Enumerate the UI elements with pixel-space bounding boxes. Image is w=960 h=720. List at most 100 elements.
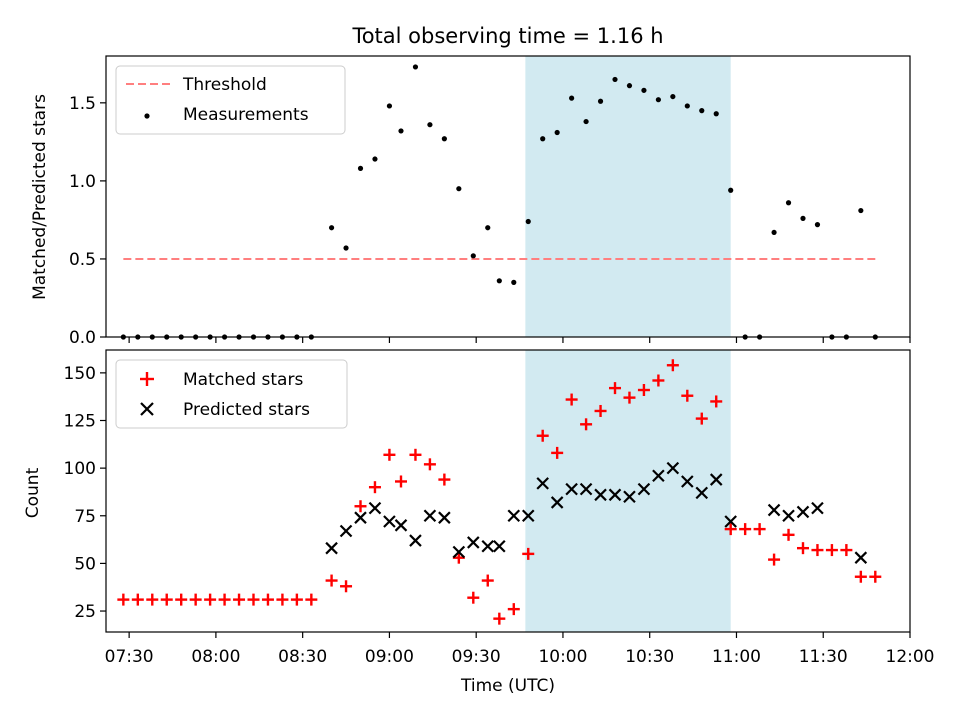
bottom-y-axis-label: Count bbox=[23, 467, 43, 518]
x-tick-label: 09:00 bbox=[365, 647, 414, 667]
measurement-point bbox=[583, 118, 589, 125]
predicted-star-point-b bbox=[467, 536, 480, 549]
matched-star-point bbox=[768, 553, 781, 566]
predicted-star-point-b bbox=[536, 477, 549, 490]
y-tick-label: 150 bbox=[64, 364, 96, 384]
matched-star-point bbox=[666, 359, 679, 372]
predicted-star-point-b bbox=[666, 461, 680, 475]
matched-star-point bbox=[276, 593, 289, 606]
matched-star-point bbox=[261, 593, 274, 606]
matched-star-point bbox=[340, 580, 353, 593]
predicted-star-point bbox=[452, 545, 466, 559]
matched-star-point bbox=[594, 404, 607, 417]
matched-star-point bbox=[189, 593, 202, 606]
predicted-star-point-b bbox=[724, 515, 737, 528]
measurement-point bbox=[554, 129, 560, 136]
bottom-legend: Matched stars Predicted stars bbox=[115, 359, 348, 429]
predicted-star-point-b bbox=[652, 469, 665, 483]
matched-star-point bbox=[695, 412, 708, 425]
predicted-star-point-b bbox=[368, 501, 382, 515]
matched-star-point bbox=[493, 612, 506, 625]
x-tick-label: 09:30 bbox=[452, 647, 501, 667]
predicted-star-point bbox=[394, 519, 408, 532]
x-tick-label: 12:00 bbox=[886, 647, 935, 667]
predicted-star-point bbox=[368, 501, 382, 515]
matched-star-point bbox=[409, 448, 422, 461]
predicted-star-point bbox=[409, 534, 422, 547]
bottom-y-ticks: 25 50 75 100 125 150 bbox=[64, 364, 106, 622]
predicted-star-point bbox=[594, 488, 607, 502]
predicted-star-point-b bbox=[608, 488, 622, 502]
measurement-point bbox=[670, 93, 676, 100]
top-x-ticks bbox=[128, 337, 911, 343]
predicted-star-point-b bbox=[579, 482, 593, 496]
matched-star-point bbox=[609, 382, 622, 395]
y-tick-label: 1.0 bbox=[69, 172, 96, 192]
matched-star-point bbox=[652, 374, 665, 387]
star-count-points bbox=[117, 359, 882, 625]
measurement-point bbox=[357, 165, 364, 171]
predicted-star-point-b bbox=[452, 545, 466, 559]
predicted-star-point bbox=[695, 486, 709, 500]
measurement-point bbox=[540, 136, 546, 142]
x-tick-label: 08:00 bbox=[191, 647, 240, 667]
predicted-star-point bbox=[354, 511, 367, 524]
measurement-point bbox=[699, 108, 705, 114]
matched-star-point bbox=[383, 448, 396, 461]
matched-star-point bbox=[204, 593, 217, 606]
measurement-point bbox=[386, 103, 393, 109]
bottom-panel: 25 50 75 100 125 150 07:30 08:00 08:30 09:00 09:3… bbox=[23, 349, 935, 667]
predicted-star-point bbox=[782, 509, 795, 523]
figure-title: Total observing time = 1.16 h bbox=[351, 24, 663, 48]
legend-predicted-swatch bbox=[140, 402, 154, 416]
measurement-point bbox=[597, 98, 604, 104]
predicted-star-point-b bbox=[481, 539, 495, 553]
predicted-star-point bbox=[637, 482, 651, 496]
y-tick-label: 75 bbox=[74, 507, 96, 527]
measurement-point bbox=[328, 225, 335, 231]
y-tick-label: 125 bbox=[64, 412, 96, 432]
matched-star-point bbox=[753, 523, 766, 536]
matched-star-point bbox=[481, 574, 494, 587]
predicted-star-point bbox=[493, 539, 506, 553]
measurement-point bbox=[612, 76, 618, 83]
x-tick-label: 07:30 bbox=[105, 647, 154, 667]
measurement-point bbox=[713, 111, 719, 117]
y-tick-label: 25 bbox=[74, 602, 96, 622]
measurement-point bbox=[525, 218, 531, 225]
predicted-star-point-b bbox=[637, 482, 651, 496]
matched-star-point bbox=[354, 500, 367, 513]
predicted-star-point-b bbox=[623, 490, 636, 503]
matched-star-point bbox=[247, 593, 260, 606]
top-y-ticks: 0.0 0.5 1.0 1.5 bbox=[69, 94, 106, 348]
matched-star-point bbox=[811, 544, 824, 557]
matched-star-point bbox=[710, 395, 723, 408]
predicted-star-point bbox=[438, 511, 451, 524]
bottom-legend-box bbox=[115, 359, 348, 429]
predicted-star-point-b bbox=[521, 509, 535, 523]
top-legend-box bbox=[115, 65, 346, 135]
matched-star-point bbox=[233, 593, 246, 606]
predicted-star-point bbox=[565, 482, 578, 496]
predicted-star-point bbox=[666, 461, 680, 475]
measurement-point bbox=[785, 200, 792, 206]
x-tick-label: 11:30 bbox=[799, 647, 848, 667]
top-plot-frame bbox=[105, 55, 911, 338]
predicted-star-point-b bbox=[796, 505, 810, 519]
predicted-star-point bbox=[767, 503, 781, 517]
matched-star-point bbox=[623, 391, 636, 404]
matched-star-point bbox=[452, 551, 465, 564]
predicted-star-point-b bbox=[695, 486, 709, 500]
measurement-point bbox=[641, 87, 647, 93]
measurement-point bbox=[372, 156, 378, 162]
matched-star-point bbox=[536, 429, 549, 442]
predicted-star-point bbox=[536, 477, 549, 490]
measurement-point bbox=[684, 103, 690, 109]
predicted-star-point-b bbox=[594, 488, 607, 502]
measurement-point bbox=[398, 128, 404, 134]
matched-star-point bbox=[368, 481, 381, 494]
matched-star-point bbox=[160, 593, 173, 606]
predicted-star-point bbox=[623, 490, 636, 503]
matched-star-point bbox=[394, 475, 407, 488]
predicted-star-point bbox=[521, 509, 535, 523]
